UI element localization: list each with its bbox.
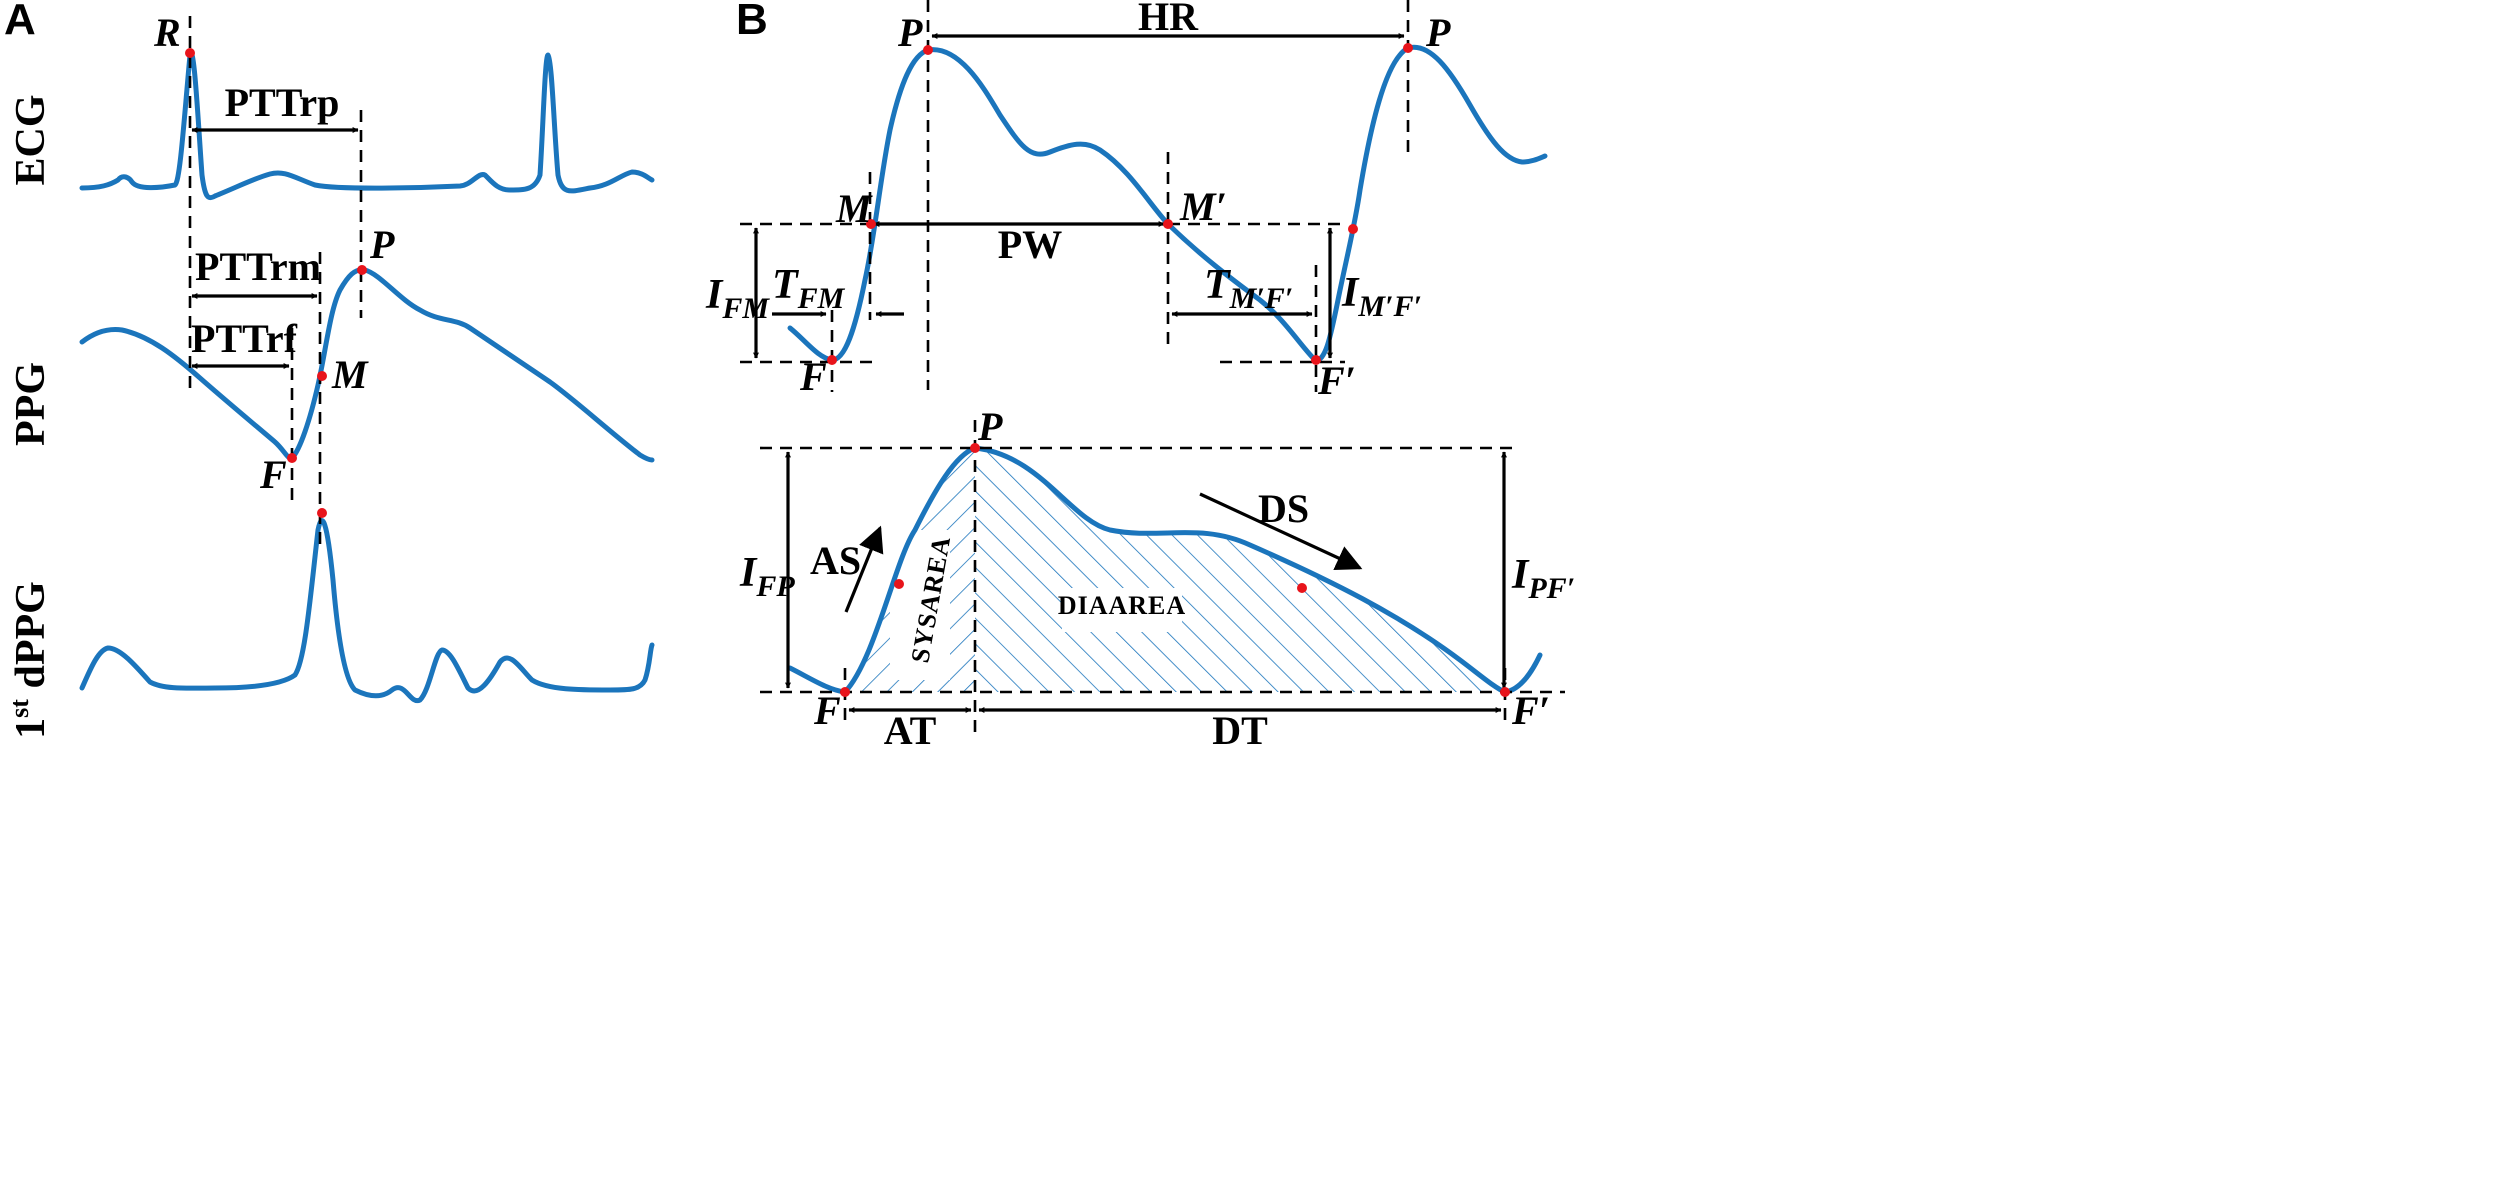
panel-b-letter: B [736, 0, 768, 44]
panel-a: A ECG PPG 1st dPPG PTTrp PTTrm PTTrf R P… [4, 0, 655, 739]
diaarea-label-bg [1062, 588, 1182, 632]
pulse-m2-dot [1348, 224, 1358, 234]
r-label: R [153, 10, 181, 55]
pw-label: PW [998, 222, 1062, 267]
area-f-prime-dot [1500, 687, 1510, 697]
pulse-f-dot [827, 355, 837, 365]
area-fall-dot [1297, 583, 1307, 593]
pulse-m-prime-dot [1163, 219, 1173, 229]
pulse-f-label: F [799, 354, 827, 399]
ppg-p-label: P [369, 222, 395, 267]
area-rise-dot [894, 579, 904, 589]
tfm-label: TFM [772, 262, 846, 315]
ifm-label: IFM [705, 272, 770, 325]
as-label: AS [810, 538, 861, 583]
pulse-m-dot [866, 219, 876, 229]
dppg-peak-dot [317, 508, 327, 518]
pulse-f-prime-dot [1311, 355, 1321, 365]
area-f-dot [840, 687, 850, 697]
imf-label: IM′F′ [1341, 270, 1422, 323]
dppg-label: 1st dPPG [5, 581, 54, 739]
ppg-trace [79, 267, 655, 463]
pulse-p2-label: P [1425, 10, 1451, 55]
pttrf-label: PTTrf [191, 316, 298, 361]
ds-arrow [1199, 492, 1363, 570]
panel-a-letter: A [4, 0, 36, 44]
at-label: AT [884, 708, 937, 753]
pulse-p-label: P [897, 10, 923, 55]
dt-label: DT [1212, 708, 1268, 753]
diaarea-label: DIAAREA [1058, 591, 1186, 620]
r-peak-dot [185, 48, 195, 58]
ppg-f-label: F [259, 452, 287, 497]
ipf-label: IPF′ [1511, 552, 1575, 605]
pttrp-label: PTTrp [225, 80, 340, 125]
diastolic-area-hatch [975, 448, 1505, 692]
area-p-label: P [977, 404, 1003, 449]
panel-b-areas: SYSAREA DIAAREA IFP IPF′ AS DS AT DT P [739, 404, 1575, 753]
ppg-p-dot [357, 265, 367, 275]
hr-label: HR [1138, 0, 1199, 39]
pulse-f-prime-label: F′ [1317, 358, 1356, 403]
pulse-m-label: M [835, 186, 873, 231]
area-f-prime-label: F′ [1511, 688, 1550, 733]
ppg-label: PPG [8, 362, 54, 446]
tmf-label: TM′F′ [1204, 262, 1293, 315]
dppg-trace [79, 518, 655, 704]
ecg-label: ECG [8, 94, 54, 185]
area-p-dot [970, 443, 980, 453]
pttrm-label: PTTrm [195, 244, 321, 289]
ppg-m-label: M [331, 352, 369, 397]
ppg-area-trace [787, 445, 1543, 695]
as-arrow [844, 525, 884, 613]
ifp-label: IFP [739, 550, 795, 603]
area-f-label: F [813, 688, 841, 733]
pulse-m-prime-label: M′ [1179, 184, 1227, 229]
panel-b: B HR PW IFM TFM TM′F′ IM′F′ [705, 0, 1548, 403]
pulse-p2-dot [1403, 43, 1413, 53]
ppg-f-dot [287, 453, 297, 463]
ds-label: DS [1258, 486, 1309, 531]
ppg-m-dot [317, 371, 327, 381]
pulse-p-dot [923, 45, 933, 55]
sysarea-label-bg [890, 530, 950, 680]
ecg-trace [79, 50, 655, 201]
